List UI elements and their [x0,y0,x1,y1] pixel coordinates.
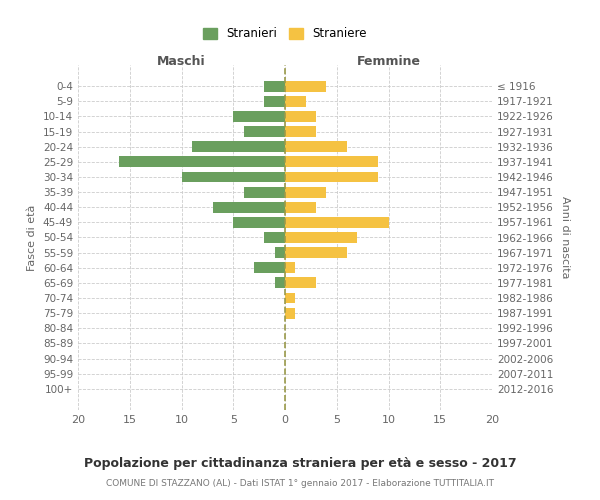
Bar [265,80,285,92]
Bar [119,156,285,168]
Bar [285,278,316,288]
Bar [182,172,285,182]
Bar [265,96,285,106]
Text: Popolazione per cittadinanza straniera per età e sesso - 2017: Popolazione per cittadinanza straniera p… [83,458,517,470]
Bar [285,141,347,152]
Bar [285,308,295,318]
Text: Maschi: Maschi [157,55,206,68]
Y-axis label: Fasce di età: Fasce di età [28,204,37,270]
Text: Femmine: Femmine [356,55,421,68]
Bar [265,232,285,243]
Bar [233,217,285,228]
Bar [285,217,389,228]
Bar [244,186,285,198]
Bar [285,80,326,92]
Legend: Stranieri, Straniere: Stranieri, Straniere [198,22,372,45]
Bar [285,111,316,122]
Bar [285,202,316,212]
Bar [285,247,347,258]
Bar [233,111,285,122]
Bar [285,96,306,106]
Bar [244,126,285,137]
Bar [275,247,285,258]
Bar [212,202,285,212]
Bar [285,186,326,198]
Bar [254,262,285,273]
Bar [285,126,316,137]
Bar [285,262,295,273]
Bar [285,156,378,168]
Bar [285,172,378,182]
Y-axis label: Anni di nascita: Anni di nascita [560,196,570,279]
Bar [285,292,295,304]
Bar [275,278,285,288]
Bar [285,232,358,243]
Text: COMUNE DI STAZZANO (AL) - Dati ISTAT 1° gennaio 2017 - Elaborazione TUTTITALIA.I: COMUNE DI STAZZANO (AL) - Dati ISTAT 1° … [106,479,494,488]
Bar [192,141,285,152]
